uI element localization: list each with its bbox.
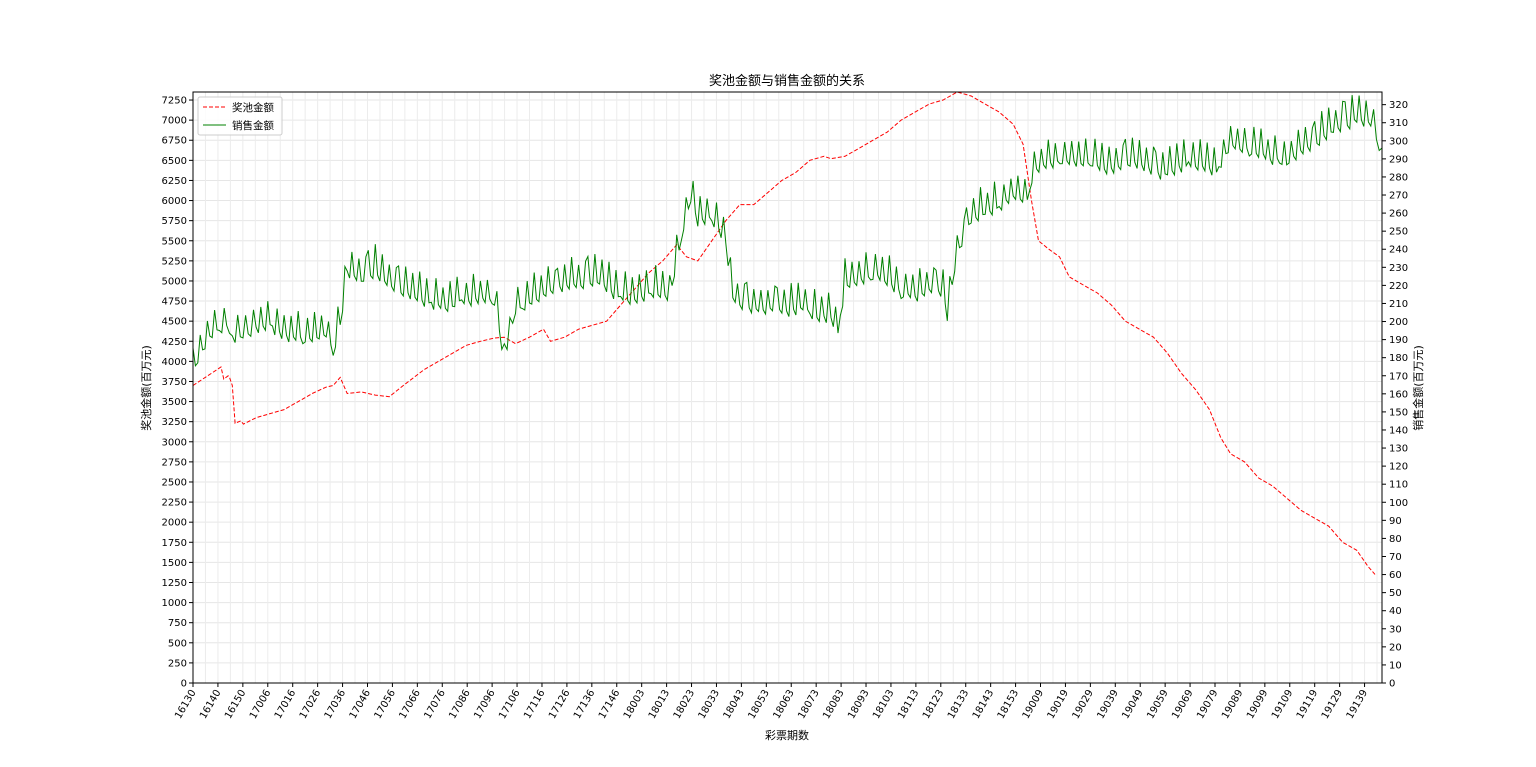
legend: 奖池金额 销售金额 [197,96,283,136]
right-tick-label: 240 [1389,245,1408,256]
right-tick-label: 30 [1389,624,1402,635]
right-tick-label: 260 [1389,209,1408,220]
right-tick-label: 170 [1389,371,1408,382]
right-tick-label: 0 [1389,679,1395,690]
left-tick-label: 2750 [162,457,187,468]
grid-lines [192,92,1382,684]
left-tick-label: 4000 [162,357,187,368]
right-tick-label: 90 [1389,516,1402,527]
right-tick-label: 310 [1389,118,1408,129]
left-tick-label: 7000 [162,116,187,127]
right-tick-label: 160 [1389,389,1408,400]
legend-label-jackpot: 奖池金额 [232,101,274,114]
left-tick-label: 750 [168,618,187,629]
right-tick-label: 210 [1389,299,1408,310]
left-tick-label: 3250 [162,417,187,428]
right-tick-label: 10 [1389,660,1402,671]
left-tick-label: 5500 [162,236,187,247]
right-tick-label: 80 [1389,534,1402,545]
right-tick-label: 250 [1389,227,1408,238]
left-tick-label: 5250 [162,256,187,267]
right-tick-label: 320 [1389,100,1408,111]
left-tick-label: 4750 [162,297,187,308]
right-tick-label: 300 [1389,136,1408,147]
right-tick-label: 50 [1389,588,1402,599]
left-tick-label: 6500 [162,156,187,167]
right-tick-label: 20 [1389,642,1402,653]
left-tick-label: 5750 [162,216,187,227]
left-tick-label: 7250 [162,96,187,107]
left-tick-label: 1750 [162,538,187,549]
series-layer [192,91,1383,575]
left-tick-label: 2000 [162,518,187,529]
left-tick-label: 2500 [162,477,187,488]
right-tick-label: 180 [1389,353,1408,364]
x-axis-title: 彩票期数 [765,729,809,742]
right-tick-label: 70 [1389,552,1402,563]
right-tick-label: 230 [1389,263,1408,274]
right-axis-title: 销售金额(百万元) [1411,345,1425,431]
left-tick-label: 4500 [162,317,187,328]
right-tick-label: 190 [1389,335,1408,346]
left-y-axis: 0 250 500 750 1000 1250 1500 1750 2000 2250 2500 27… [162,96,193,690]
left-tick-label: 3500 [162,397,187,408]
right-tick-label: 130 [1389,444,1408,455]
left-tick-label: 6000 [162,196,187,207]
left-axis-title: 奖池金额(百万元) [139,345,153,431]
jackpot-series-line [192,91,1376,575]
left-tick-label: 4250 [162,337,187,348]
right-tick-label: 140 [1389,425,1408,436]
right-tick-label: 60 [1389,570,1402,581]
plot-frame [192,91,1383,684]
right-tick-label: 150 [1389,407,1408,418]
right-tick-label: 200 [1389,317,1408,328]
right-tick-label: 220 [1389,281,1408,292]
left-tick-label: 1500 [162,558,187,569]
left-tick-label: 3000 [162,437,187,448]
left-tick-label: 1000 [162,598,187,609]
left-tick-label: 500 [168,638,187,649]
left-tick-label: 1250 [162,578,187,589]
right-tick-label: 290 [1389,154,1408,165]
right-y-axis: 0 10 20 30 40 50 60 70 80 90 100 110 120 130 140 150 160… [1382,100,1408,690]
left-tick-label: 2250 [162,498,187,509]
right-tick-label: 270 [1389,191,1408,202]
left-tick-label: 0 [181,679,187,690]
left-tick-label: 6750 [162,136,187,147]
left-tick-label: 5000 [162,276,187,287]
right-tick-label: 280 [1389,172,1408,183]
left-tick-label: 250 [168,658,187,669]
left-tick-label: 6250 [162,176,187,187]
right-tick-label: 40 [1389,606,1402,617]
right-tick-label: 100 [1389,498,1408,509]
right-tick-label: 110 [1389,480,1408,491]
right-tick-label: 120 [1389,462,1408,473]
legend-label-sales: 销售金额 [232,119,274,132]
left-tick-label: 3750 [162,377,187,388]
sales-series-line [192,95,1383,368]
chart-title: 奖池金额与销售金额的关系 [709,73,865,89]
